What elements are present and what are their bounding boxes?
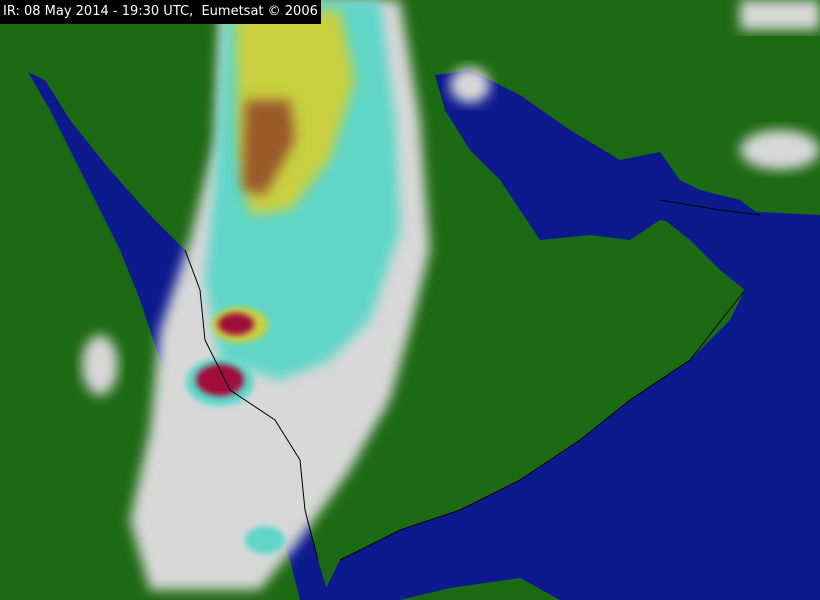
- africa-horn-land: [400, 578, 560, 600]
- cloud-band: [82, 0, 820, 590]
- arabian-sea: [330, 200, 820, 600]
- persian-gulf: [435, 70, 760, 240]
- image-caption: IR: 08 May 2014 - 19:30 UTC, Eumetsat © …: [0, 0, 321, 24]
- top-right-cloud: [740, 0, 820, 30]
- coastline: [184, 199, 761, 561]
